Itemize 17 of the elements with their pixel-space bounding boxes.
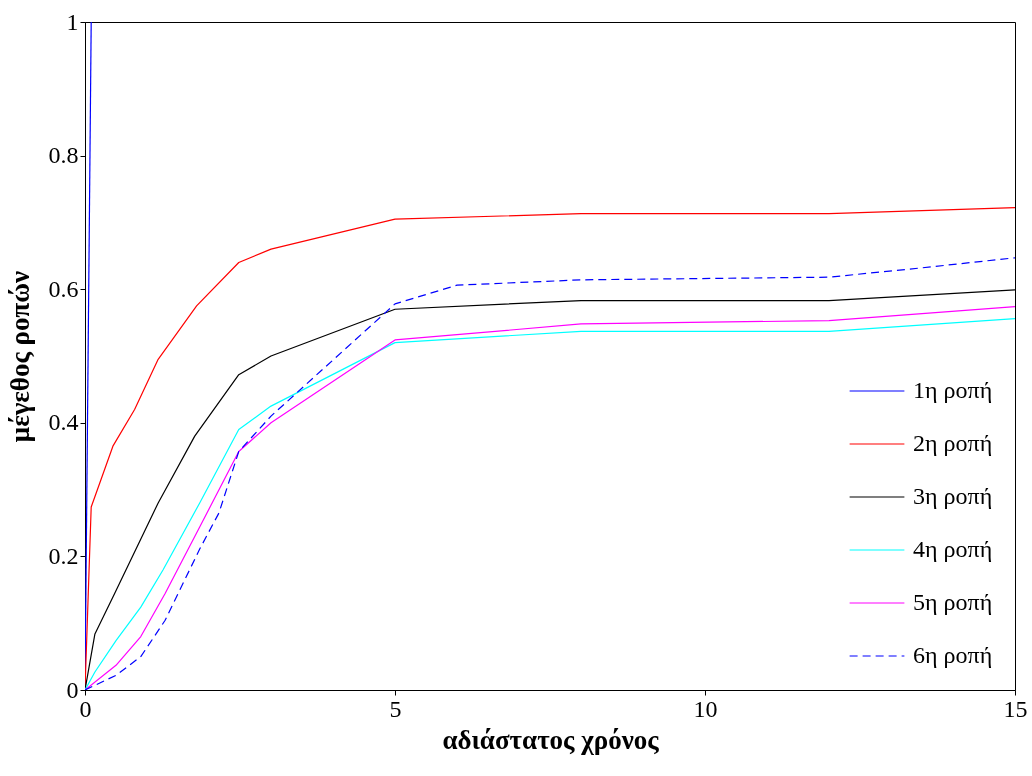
y-tick-label: 1 <box>66 8 79 35</box>
x-tick-label: 10 <box>693 695 718 722</box>
y-tick-label: 0.6 <box>48 275 79 302</box>
legend-label: 1η ροπή <box>913 377 993 403</box>
y-tick-label: 0.4 <box>48 409 79 436</box>
legend-label: 3η ροπή <box>913 483 993 509</box>
legend-label: 2η ροπή <box>913 430 993 456</box>
y-tick-label: 0.2 <box>48 542 79 569</box>
x-tick-label: 15 <box>1003 695 1028 722</box>
legend-label: 5η ροπή <box>913 589 993 615</box>
legend-label: 6η ροπή <box>913 642 993 668</box>
x-axis-title: αδιάστατος χρόνος <box>442 724 660 755</box>
y-axis-title: μέγεθος ροπών <box>4 270 35 443</box>
y-tick-label: 0 <box>66 676 79 703</box>
y-tick-label: 0.8 <box>48 142 79 169</box>
x-tick-label: 5 <box>389 695 402 722</box>
legend-label: 4η ροπή <box>913 536 993 562</box>
